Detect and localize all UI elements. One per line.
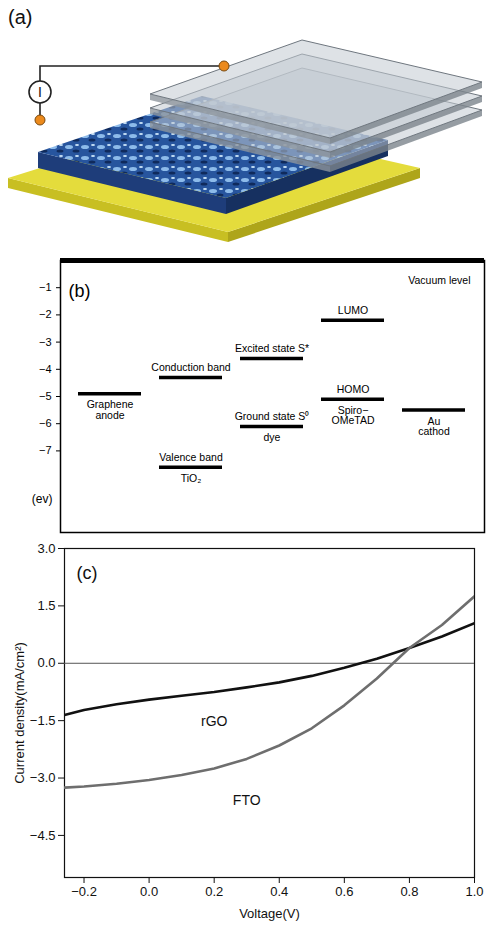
- svg-text:Grapheneanode: Grapheneanode: [87, 398, 134, 421]
- svg-text:0.6: 0.6: [335, 884, 353, 899]
- svg-text:3.0: 3.0: [37, 541, 55, 556]
- svg-text:−4: −4: [39, 363, 52, 375]
- svg-text:Spiro−OMeTAD: Spiro−OMeTAD: [332, 404, 375, 427]
- svg-text:rGO: rGO: [201, 713, 228, 729]
- svg-text:−4.5: −4.5: [30, 828, 56, 843]
- svg-text:−0.2: −0.2: [71, 884, 97, 899]
- svg-text:TiO₂: TiO₂: [181, 472, 202, 484]
- svg-text:0.4: 0.4: [270, 884, 288, 899]
- svg-text:Voltage(V): Voltage(V): [239, 906, 300, 921]
- svg-text:Aucathod: Aucathod: [418, 415, 450, 438]
- svg-text:HOMO: HOMO: [337, 383, 370, 395]
- svg-text:Current density(mA/cm²): Current density(mA/cm²): [12, 642, 27, 784]
- svg-text:−1: −1: [39, 281, 52, 293]
- svg-text:0.0: 0.0: [140, 884, 158, 899]
- svg-text:Conduction band: Conduction band: [151, 361, 231, 373]
- svg-text:(a): (a): [8, 6, 32, 28]
- svg-text:−3.0: −3.0: [30, 770, 56, 785]
- svg-text:−1.5: −1.5: [30, 713, 56, 728]
- svg-text:I: I: [38, 84, 42, 100]
- svg-text:0.8: 0.8: [400, 884, 418, 899]
- svg-text:Valence band: Valence band: [159, 451, 223, 463]
- svg-text:−2: −2: [39, 308, 52, 320]
- svg-text:0.2: 0.2: [205, 884, 223, 899]
- svg-text:1.0: 1.0: [465, 884, 483, 899]
- svg-text:Ground state S⁰: Ground state S⁰: [235, 410, 310, 422]
- svg-text:0.0: 0.0: [37, 655, 55, 670]
- svg-text:(ev): (ev): [32, 492, 53, 506]
- svg-text:−3: −3: [39, 336, 52, 348]
- svg-text:−6: −6: [39, 417, 52, 429]
- svg-text:−7: −7: [39, 444, 52, 456]
- svg-text:1.5: 1.5: [37, 598, 55, 613]
- svg-text:FTO: FTO: [233, 792, 261, 808]
- svg-text:LUMO: LUMO: [338, 304, 368, 316]
- svg-text:Excited state S*: Excited state S*: [235, 342, 309, 354]
- svg-text:Vacuum level: Vacuum level: [408, 274, 470, 286]
- svg-text:−5: −5: [39, 390, 52, 402]
- svg-text:dye: dye: [264, 431, 281, 443]
- svg-text:(c): (c): [77, 563, 98, 583]
- svg-text:(b): (b): [69, 281, 91, 301]
